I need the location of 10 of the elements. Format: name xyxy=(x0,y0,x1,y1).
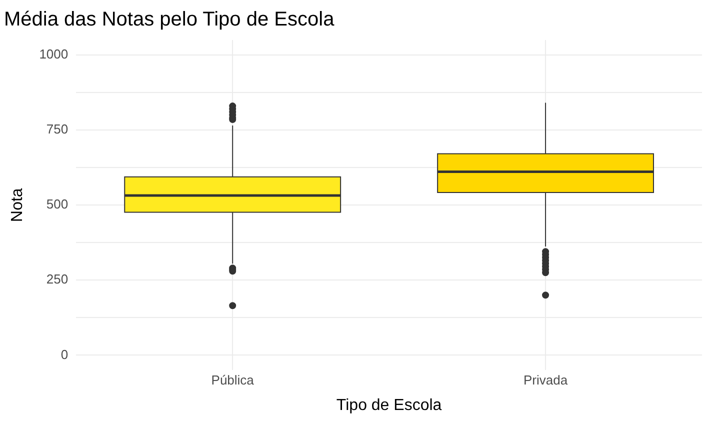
y-tick-label: 0 xyxy=(60,346,68,362)
x-tick-label: Privada xyxy=(523,372,568,388)
y-tick-label: 500 xyxy=(46,196,68,212)
x-tick-label: Pública xyxy=(211,372,255,388)
chart-title: Média das Notas pelo Tipo de Escola xyxy=(4,8,336,31)
x-axis-title: Tipo de Escola xyxy=(336,396,442,414)
y-tick-label: 250 xyxy=(46,272,68,287)
y-axis-title: Nota xyxy=(9,188,26,222)
y-tick-label: 750 xyxy=(46,122,68,137)
y-tick-label: 1000 xyxy=(39,46,68,62)
